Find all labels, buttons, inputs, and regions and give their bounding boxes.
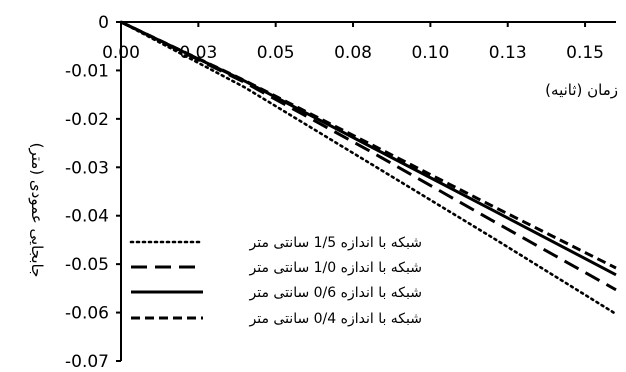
y-tick-label-2: -0.02 xyxy=(65,110,109,130)
y-tick-labels: 0 -0.01 -0.02 -0.03 -0.04 -0.05 -0.06 -0.07 xyxy=(65,13,109,372)
y-tick-label-4: -0.04 xyxy=(65,207,109,227)
legend: شبکه با اندازه 1/5 سانتی متر شبکه با اندا… xyxy=(129,235,423,327)
x-tick-label-4: 0.10 xyxy=(411,43,449,63)
y-tick-label-7: -0.07 xyxy=(65,352,109,372)
legend-label-2: شبکه با اندازه 1/0 سانتی متر xyxy=(249,260,423,276)
legend-label-1: شبکه با اندازه 1/5 سانتی متر xyxy=(249,235,423,251)
x-tick-label-2: 0.05 xyxy=(257,43,295,63)
y-ticks xyxy=(116,21,121,362)
x-ticks xyxy=(120,22,587,27)
x-tick-label-5: 0.13 xyxy=(489,43,527,63)
y-tick-label-5: -0.05 xyxy=(65,255,109,275)
series-line-4 xyxy=(120,20,617,270)
series-lines xyxy=(119,20,618,316)
y-tick-label-6: -0.06 xyxy=(65,304,109,324)
legend-label-3: شبکه با اندازه 0/6 سانتی متر xyxy=(249,285,423,301)
x-tick-labels: 0.00 0.03 0.05 0.08 0.10 0.13 0.15 xyxy=(102,43,604,63)
x-tick-label-3: 0.08 xyxy=(334,43,372,63)
x-tick-label-6: 0.15 xyxy=(566,43,604,63)
y-tick-label-0: 0 xyxy=(98,13,109,33)
series-line-1 xyxy=(119,20,618,316)
x-axis-label: زمان (ثانیه) xyxy=(545,81,618,99)
y-tick-label-3: -0.03 xyxy=(65,158,109,178)
legend-label-4: شبکه با اندازه 0/4 سانتی متر xyxy=(249,311,423,327)
y-tick-label-1: -0.01 xyxy=(65,61,109,81)
series-line-2 xyxy=(120,20,617,292)
y-axis-label: جابجایی عمودی (متر) xyxy=(28,143,46,278)
